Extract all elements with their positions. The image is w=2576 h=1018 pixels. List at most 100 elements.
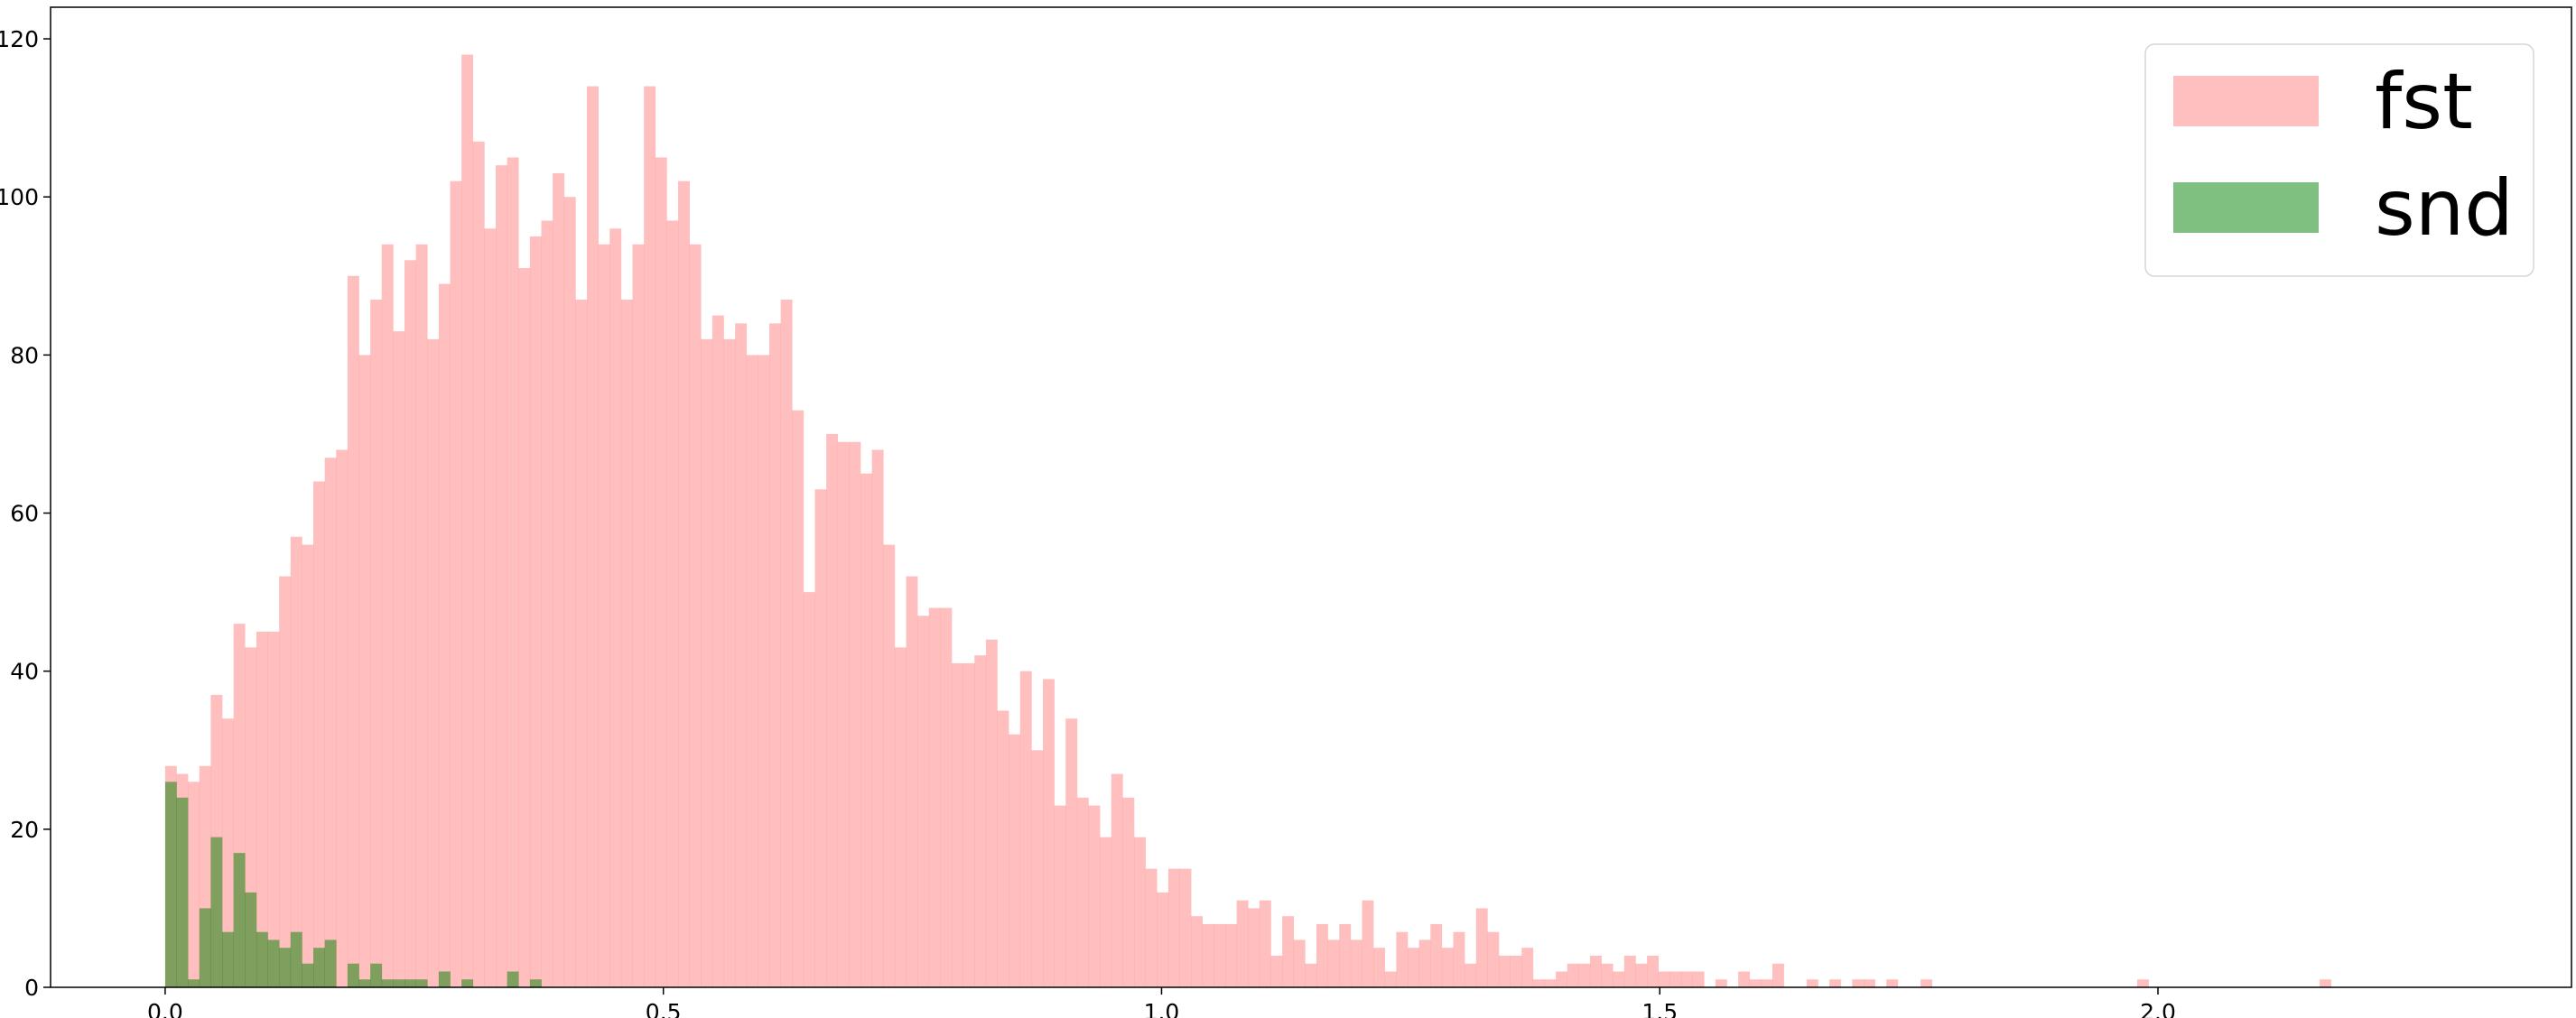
bar-fst — [1441, 948, 1454, 987]
bar-fst — [1362, 900, 1374, 987]
bar-fst — [1134, 837, 1146, 987]
bar-fst — [1749, 979, 1762, 987]
bar-fst — [1920, 979, 1933, 987]
bar-fst — [1396, 931, 1409, 987]
bar-fst — [974, 655, 987, 987]
legend-label-snd: snd — [2375, 163, 2514, 254]
bar-fst — [746, 355, 758, 987]
bar-snd — [245, 892, 257, 987]
bar-snd — [324, 939, 337, 987]
bar-fst — [1465, 963, 1477, 987]
bar-fst — [1669, 971, 1682, 987]
series-fst-bars — [164, 54, 2331, 988]
bar-fst — [415, 244, 428, 987]
bar-snd — [405, 979, 416, 987]
bar-fst — [1567, 963, 1579, 987]
bar-fst — [1019, 671, 1032, 987]
bar-fst — [803, 592, 815, 987]
bar-fst — [758, 355, 770, 987]
bar-fst — [1475, 908, 1488, 987]
bar-fst — [883, 544, 896, 987]
bar-fst — [461, 54, 474, 988]
bar-fst — [1214, 923, 1226, 987]
bar-snd — [210, 837, 223, 987]
bar-fst — [188, 782, 200, 987]
bar-fst — [1510, 955, 1522, 987]
bar-fst — [1521, 948, 1534, 987]
x-tick-label: 1.5 — [1641, 999, 1678, 1018]
bar-fst — [1544, 979, 1557, 987]
bar-fst — [1316, 923, 1328, 987]
bar-fst — [290, 536, 302, 987]
bar-fst — [1578, 963, 1591, 987]
bar-fst — [1647, 955, 1660, 987]
bar-fst — [1430, 923, 1443, 987]
legend-swatch-snd — [2173, 182, 2319, 233]
x-tick-label: 1.0 — [1144, 999, 1180, 1018]
bar-fst — [1761, 979, 1773, 987]
bar-fst — [484, 228, 497, 987]
bar-fst — [347, 275, 359, 988]
bar-fst — [644, 86, 656, 988]
bar-fst — [1635, 963, 1648, 987]
bar-snd — [461, 979, 474, 987]
bar-snd — [176, 797, 189, 987]
bar-fst — [1601, 963, 1613, 987]
legend-label-fst: fst — [2375, 57, 2473, 147]
bar-snd — [302, 963, 314, 987]
bar-fst — [826, 433, 839, 987]
bar-fst — [1282, 916, 1295, 987]
bar-fst — [769, 323, 781, 987]
bar-snd — [199, 908, 211, 987]
bar-fst — [1806, 979, 1818, 987]
bar-fst — [1715, 979, 1727, 987]
bar-fst — [496, 165, 507, 988]
bar-fst — [302, 544, 314, 987]
bar-fst — [553, 172, 565, 987]
bar-snd — [393, 979, 405, 987]
bar-fst — [1327, 939, 1340, 987]
bar-fst — [1009, 734, 1021, 987]
bar-fst — [1179, 868, 1192, 987]
bar-fst — [928, 607, 941, 987]
bar-fst — [940, 607, 953, 987]
bar-fst — [1236, 900, 1249, 987]
bar-snd — [347, 963, 359, 987]
bar-fst — [2136, 979, 2149, 987]
bar-fst — [279, 576, 292, 987]
bar-fst — [701, 338, 713, 987]
bar-fst — [1772, 963, 1784, 987]
x-axis: 0.0 0.5 1.0 1.5 2.0 — [147, 987, 2176, 1018]
bar-fst — [472, 141, 485, 988]
bar-snd — [222, 931, 234, 987]
bar-fst — [1556, 971, 1568, 987]
bar-fst — [541, 220, 553, 987]
bar-fst — [871, 449, 884, 987]
bar-fst — [632, 244, 645, 987]
bar-fst — [837, 441, 850, 987]
bar-fst — [860, 473, 872, 987]
bar-fst — [678, 180, 690, 987]
bar-fst — [1305, 963, 1317, 987]
bar-fst — [1532, 979, 1545, 987]
bar-fst — [1339, 923, 1352, 987]
bar-fst — [1248, 908, 1260, 987]
bar-fst — [1692, 971, 1705, 987]
bar-snd — [358, 979, 371, 987]
bar-snd — [256, 931, 268, 987]
bar-fst — [1100, 837, 1112, 987]
bar-fst — [1293, 939, 1306, 987]
bar-fst — [735, 323, 748, 987]
bar-snd — [438, 971, 451, 987]
bar-fst — [1852, 979, 1865, 987]
bar-fst — [1613, 971, 1625, 987]
bar-fst — [1065, 718, 1078, 987]
y-tick-label: 100 — [0, 184, 39, 210]
bar-fst — [1408, 948, 1419, 987]
bar-fst — [963, 662, 975, 987]
bar-fst — [666, 220, 679, 987]
bar-snd — [290, 931, 302, 987]
bar-fst — [1453, 931, 1465, 987]
bar-fst — [711, 315, 724, 987]
bar-fst — [1829, 979, 1842, 987]
